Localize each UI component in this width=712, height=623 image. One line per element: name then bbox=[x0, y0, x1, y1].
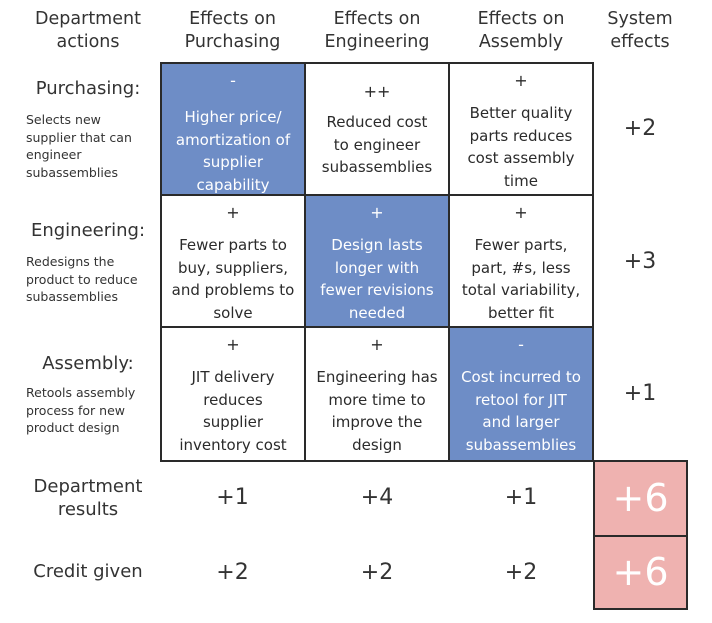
effect-sign: ++ bbox=[363, 82, 391, 101]
effect-text: Reduced cost to engineer subassemblies bbox=[321, 113, 433, 176]
credit-given-total: +6 bbox=[593, 535, 688, 610]
cell-engineering-on-purchasing: + Fewer parts to buy, suppliers, and pro… bbox=[160, 194, 306, 328]
department-result-engineering: +4 bbox=[360, 485, 394, 510]
system-effect-purchasing: +2 bbox=[623, 116, 657, 141]
effect-sign: + bbox=[514, 71, 528, 90]
effect-text: Design lasts longer with fewer revisions… bbox=[320, 236, 434, 322]
cell-engineering-on-engineering: + Design lasts longer with fewer revisio… bbox=[304, 194, 450, 328]
credit-given-engineering: +2 bbox=[360, 560, 394, 585]
department-result-assembly: +1 bbox=[504, 485, 538, 510]
effect-text: Fewer parts, part, #s, less total variab… bbox=[461, 236, 581, 322]
credit-given-purchasing: +2 bbox=[216, 560, 249, 585]
effect-sign: - bbox=[230, 71, 236, 90]
cell-purchasing-on-purchasing: - Higher price/ amortization of supplier… bbox=[160, 62, 306, 196]
effect-sign: + bbox=[226, 203, 240, 222]
row-desc-engineering: Redesigns the product to reduce subassem… bbox=[26, 254, 138, 304]
system-effect-engineering: +3 bbox=[623, 249, 657, 274]
row-title-purchasing: Purchasing: bbox=[35, 78, 141, 99]
effect-sign: + bbox=[514, 203, 528, 222]
cell-assembly-on-assembly: - Cost incurred to retool for JIT and la… bbox=[448, 326, 594, 462]
effect-sign: - bbox=[518, 335, 524, 354]
department-results-label: Department results bbox=[33, 476, 143, 520]
effect-text: Cost incurred to retool for JIT and larg… bbox=[461, 368, 581, 454]
credit-given-label: Credit given bbox=[33, 561, 143, 582]
effect-sign: + bbox=[370, 203, 384, 222]
cell-purchasing-on-assembly: + Better quality parts reduces cost asse… bbox=[448, 62, 594, 196]
effect-text: Fewer parts to buy, suppliers, and probl… bbox=[171, 236, 295, 322]
department-results-total: +6 bbox=[593, 460, 688, 537]
header-effects-engineering: Effects on Engineering bbox=[324, 9, 430, 52]
cell-purchasing-on-engineering: ++ Reduced cost to engineer subassemblie… bbox=[304, 62, 450, 196]
department-result-purchasing: +1 bbox=[216, 485, 249, 510]
cell-assembly-on-engineering: + Engineering has more time to improve t… bbox=[304, 326, 450, 462]
effect-text: Engineering has more time to improve the… bbox=[316, 368, 438, 454]
cell-assembly-on-purchasing: + JIT delivery reduces supplier inventor… bbox=[160, 326, 306, 462]
header-effects-purchasing: Effects on Purchasing bbox=[184, 9, 281, 52]
effect-text: Better quality parts reduces cost assemb… bbox=[467, 104, 575, 190]
row-title-engineering: Engineering: bbox=[30, 220, 146, 241]
row-desc-assembly: Retools assembly process for new product… bbox=[26, 385, 136, 435]
effect-text: Higher price/ amortization of supplier c… bbox=[175, 108, 291, 194]
effect-text: JIT delivery reduces supplier inventory … bbox=[179, 368, 287, 454]
header-department-actions: Department actions bbox=[35, 9, 141, 52]
system-effect-assembly: +1 bbox=[623, 381, 657, 406]
row-title-assembly: Assembly: bbox=[42, 353, 134, 374]
effect-sign: + bbox=[370, 335, 384, 354]
effect-sign: + bbox=[226, 335, 240, 354]
header-system-effects: System effects bbox=[607, 9, 673, 52]
credit-given-assembly: +2 bbox=[504, 560, 538, 585]
cell-engineering-on-assembly: + Fewer parts, part, #s, less total vari… bbox=[448, 194, 594, 328]
header-effects-assembly: Effects on Assembly bbox=[477, 9, 565, 52]
row-desc-purchasing: Selects new supplier that can engineer s… bbox=[26, 112, 132, 180]
